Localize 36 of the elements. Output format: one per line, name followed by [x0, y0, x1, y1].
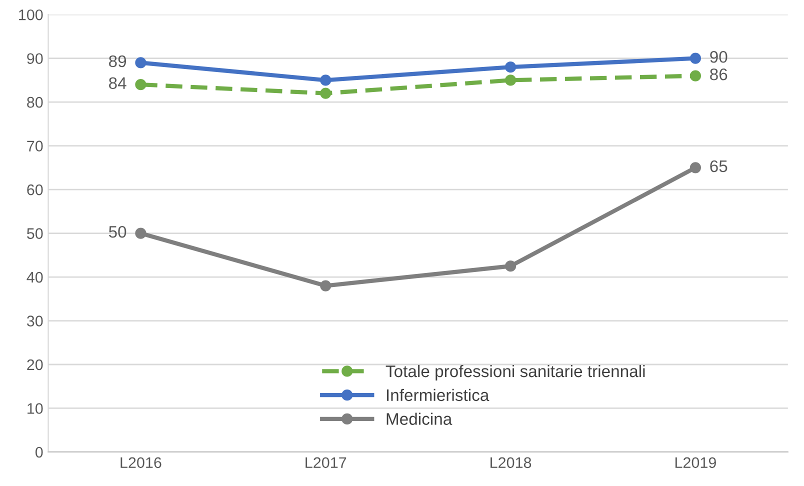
point: [504, 260, 516, 272]
y-tick-label: 80: [27, 96, 43, 108]
y-tick-label: 40: [26, 272, 43, 283]
x-tick-label: L2016: [120, 457, 162, 468]
point: [690, 52, 702, 64]
legend-label: Infermieristica: [387, 388, 490, 402]
x-tick-label: L2017: [306, 457, 346, 468]
y-tick-label: 10: [28, 403, 43, 414]
y-tick-label: 60: [27, 184, 43, 196]
point: [504, 74, 516, 86]
point: [320, 74, 332, 86]
data-label: 84: [109, 77, 126, 90]
x-tick-label: L2019: [675, 457, 716, 468]
data-label: 90: [710, 50, 728, 63]
data-label: 50: [108, 226, 126, 238]
data-label: 89: [109, 55, 126, 68]
y-tick-label: 0: [35, 446, 43, 458]
y-tick-label: 70: [27, 140, 43, 152]
point: [690, 70, 702, 82]
point: [320, 88, 332, 99]
x-tick-label: L2018: [490, 457, 532, 468]
y-tick-label: 90: [27, 53, 43, 64]
y-tick-label: 100: [19, 9, 43, 20]
point: [320, 280, 332, 292]
point: [504, 62, 516, 73]
y-tick-label: 30: [26, 316, 43, 326]
y-tick-label: 20: [27, 359, 43, 370]
point: [135, 57, 146, 68]
data-label: 65: [710, 160, 728, 172]
legend-label: Medicina: [386, 412, 452, 425]
data-label: 86: [710, 68, 728, 80]
legend-label: Totale professioni sanitarie triennali: [386, 364, 645, 380]
y-tick-label: 50: [27, 228, 43, 239]
point: [690, 162, 702, 174]
point: [135, 79, 146, 90]
point: [135, 228, 146, 239]
